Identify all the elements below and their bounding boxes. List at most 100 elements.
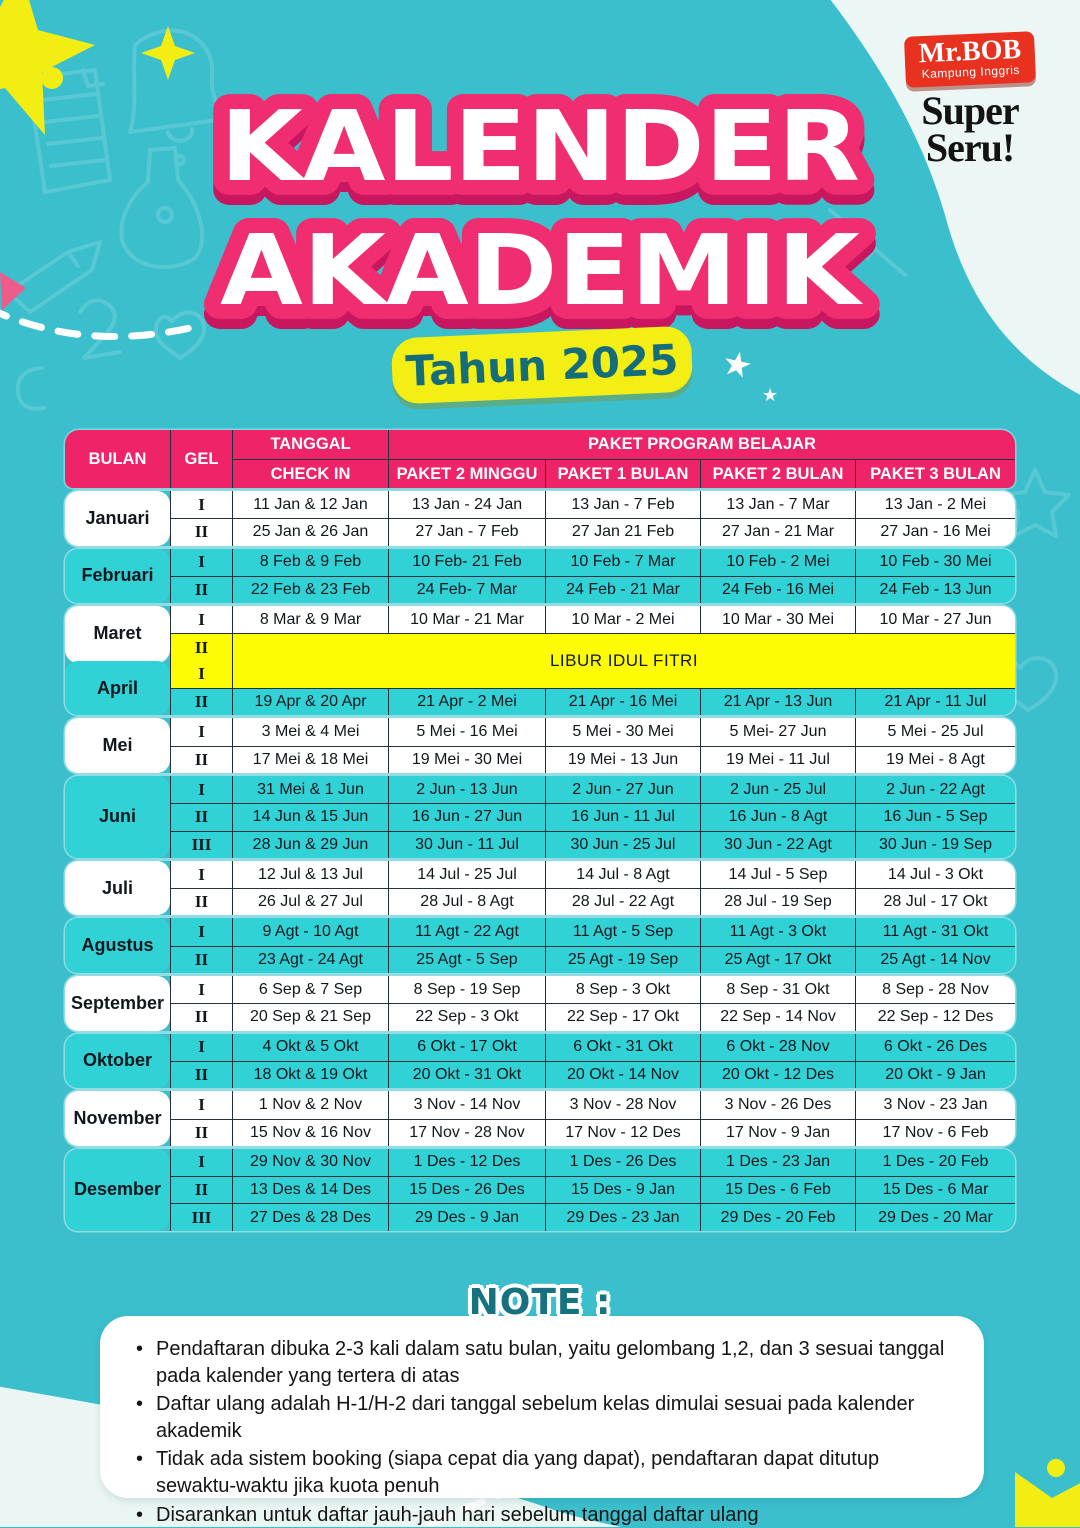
table-cell: 21 Apr - 16 Mei [545,688,700,716]
gel-cell: II [170,1176,232,1204]
table-cell: 29 Des - 20 Mar [855,1203,1015,1231]
table-cell: 11 Agt - 5 Sep [545,918,700,946]
month-cell: Juli [65,860,170,916]
doodle-letter-icon [15,366,46,411]
table-cell: 16 Jun - 8 Agt [700,803,855,831]
doodle-flask-icon [119,146,205,270]
note-box: Pendaftaran dibuka 2-3 kali dalam satu b… [100,1316,984,1528]
month-band-september: September I 6 Sep & 7 Sep 8 Sep - 19 Sep 8 S… [65,976,1015,1031]
month-cell: Maret [65,606,170,661]
table-body: Januari I 11 Jan & 12 Jan 13 Jan - 24 Jan 13… [65,491,1015,1231]
header-bulan: BULAN [88,449,147,468]
table-cell: 11 Agt - 22 Agt [388,918,545,946]
title-line1-shadow: KALENDER [220,100,860,213]
logo-tagline-line1: Super [921,87,1019,133]
table-cell: 19 Mei - 13 Jun [545,745,700,773]
gel-cell: II [170,633,232,661]
table-cell: 23 Agt - 24 Agt [232,945,388,974]
month-band-desember: Desember I 29 Nov & 30 Nov 1 Des - 12 Des 1 … [65,1148,1015,1231]
gel-cell: I [170,1091,232,1119]
gel-cell: II [170,575,232,604]
table-cell: 29 Des - 23 Jan [545,1203,700,1231]
gel-cell: I [170,1148,232,1177]
header-paket-group: PAKET PROGRAM BELAJAR [388,430,1015,459]
gel-cell: I [170,860,232,889]
header-paket-2-bulan: PAKET 2 BULAN [700,459,855,488]
table-cell: 1 Des - 12 Des [388,1148,545,1177]
doodle-pencil-icon [6,240,102,314]
table-cell: 12 Jul & 13 Jul [232,860,388,889]
table-cell: 9 Agt - 10 Agt [232,918,388,946]
table-cell: 14 Jul - 25 Jul [388,860,545,889]
table-cell: 22 Sep - 17 Okt [545,1003,700,1031]
gel-cell: I [170,491,232,519]
header-check-in: CHECK IN [232,459,388,488]
table-cell: 6 Sep & 7 Sep [232,976,388,1004]
table-cell: 17 Nov - 6 Feb [855,1118,1015,1146]
table-cell: 5 Mei- 27 Jun [700,718,855,746]
table-cell: 28 Jul - 8 Agt [388,888,545,916]
table-cell: 10 Feb - 7 Mar [545,548,700,576]
table-cell: 11 Agt - 3 Okt [700,918,855,946]
table-cell: 5 Mei - 16 Mei [388,718,545,746]
table-cell: 29 Des - 9 Jan [388,1203,545,1231]
table-cell: 29 Des - 20 Feb [700,1203,855,1231]
yellow-star-bottomright [1015,1472,1080,1527]
month-cell: Desember [65,1148,170,1231]
table-cell: 8 Sep - 28 Nov [855,976,1015,1004]
month-cell: September [65,976,170,1031]
table-cell: 30 Jun - 11 Jul [388,830,545,858]
table-cell: 25 Jan & 26 Jan [232,518,388,546]
table-cell: 27 Jan - 7 Feb [388,518,545,546]
table-cell: 2 Jun - 13 Jun [388,775,545,804]
table-cell: 20 Okt - 31 Okt [388,1060,545,1089]
table-cell: 15 Des - 26 Des [388,1176,545,1204]
note-bullet: Disarankan untuk daftar jauh-jauh hari s… [128,1502,954,1528]
table-cell: 22 Sep - 12 Des [855,1003,1015,1031]
table-cell: 10 Mar - 21 Mar [388,606,545,634]
gel-cell: I [170,1033,232,1061]
logo-banner: Mr.BOB Kampung Inggris [903,31,1037,88]
academic-calendar-table: BULAN GEL TANGGAL PAKET PROGRAM BELAJAR … [65,430,1015,1234]
table-cell: 10 Mar - 30 Mei [700,606,855,634]
table-cell: 8 Sep - 19 Sep [388,976,545,1004]
title-line1: KALENDER [220,90,860,203]
month-band-maret-april: Maret April I 8 Mar & 9 Mar 10 Mar - 21 Mar 1… [65,606,1015,716]
table-cell: 10 Feb - 30 Mei [855,548,1015,576]
table-cell: 19 Mei - 11 Jul [700,745,855,773]
table-cell: 28 Jul - 22 Agt [545,888,700,916]
poster-title: KALENDER KALENDER KALENDER AKADEMIK AKAD… [205,75,879,352]
month-cell: Juni [65,775,170,858]
header-paket-1-bulan: PAKET 1 BULAN [545,459,700,488]
gel-cell: II [170,1118,232,1146]
table-cell: 1 Nov & 2 Nov [232,1091,388,1119]
table-cell: 8 Mar & 9 Mar [232,606,388,634]
table-cell: 8 Sep - 31 Okt [700,976,855,1004]
table-cell: 20 Okt - 14 Nov [545,1060,700,1089]
gel-cell: II [170,1003,232,1031]
table-cell: 6 Okt - 26 Des [855,1033,1015,1061]
table-cell: 25 Agt - 17 Okt [700,945,855,974]
table-cell: 2 Jun - 27 Jun [545,775,700,804]
table-cell: 16 Jun - 11 Jul [545,803,700,831]
month-cell: Februari [65,548,170,604]
table-cell: 24 Feb- 7 Mar [388,575,545,604]
title-line2-shadow: AKADEMIK [220,224,864,337]
table-cell: 11 Jan & 12 Jan [232,491,388,519]
table-cell: 13 Des & 14 Des [232,1176,388,1204]
table-cell: 20 Sep & 21 Sep [232,1003,388,1031]
gel-cell: I [170,660,232,689]
title-line2: AKADEMIK [220,214,864,327]
table-cell: 6 Okt - 28 Nov [700,1033,855,1061]
gel-cell: III [170,1203,232,1231]
table-cell: 31 Mei & 1 Jun [232,775,388,804]
table-cell: 29 Nov & 30 Nov [232,1148,388,1177]
month-band-juli: Juli I 12 Jul & 13 Jul 14 Jul - 25 Jul 14 Ju… [65,860,1015,916]
table-cell: 13 Jan - 24 Jan [388,491,545,519]
table-cell: 3 Nov - 14 Nov [388,1091,545,1119]
table-cell: 15 Des - 6 Mar [855,1176,1015,1204]
table-cell: 14 Jul - 5 Sep [700,860,855,889]
logo-tagline-line2: Seru! [925,124,1015,170]
gel-cell: I [170,775,232,804]
gel-cell: II [170,688,232,716]
